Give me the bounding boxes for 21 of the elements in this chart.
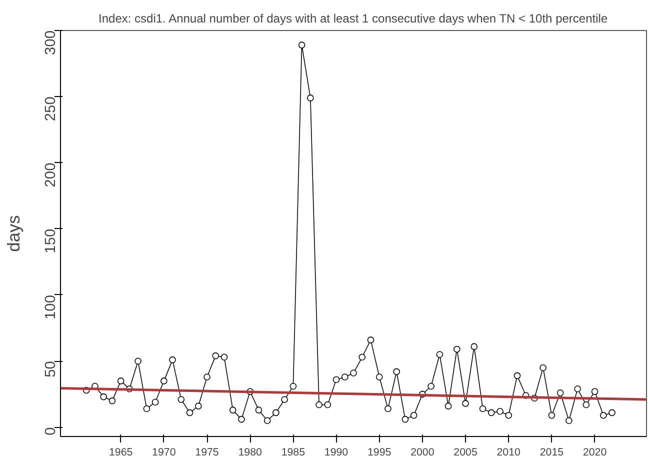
- y-tick-label: 300: [43, 30, 59, 55]
- y-tick-label: 50: [43, 361, 59, 378]
- y-tick-label: 200: [43, 162, 59, 188]
- x-tick-label: 2020: [582, 446, 607, 458]
- x-tick-label: 1995: [368, 446, 392, 458]
- x-tick-label: 1965: [108, 446, 133, 458]
- y-tick-label: 250: [43, 96, 59, 122]
- chart-title: Index: csdi1. Annual number of days with at least 1 consecutive days when TN < 10th percentile: [98, 12, 608, 26]
- x-tick-label: 2010: [496, 446, 521, 458]
- y-tick-label: 150: [43, 228, 59, 254]
- x-tick-label: 2000: [410, 446, 434, 458]
- x-tick-label: 1985: [281, 446, 306, 458]
- y-tick-label: 0: [43, 427, 59, 436]
- x-tick-label: 1970: [152, 446, 176, 458]
- y-tick-label: 100: [43, 294, 59, 320]
- x-tick-label: 1975: [195, 446, 219, 458]
- x-tick-label: 2015: [540, 446, 564, 458]
- x-tick-label: 1980: [238, 446, 262, 458]
- x-tick-label: 1990: [324, 446, 348, 458]
- y-axis-title: days: [4, 214, 24, 252]
- x-tick-label: 2005: [454, 446, 478, 458]
